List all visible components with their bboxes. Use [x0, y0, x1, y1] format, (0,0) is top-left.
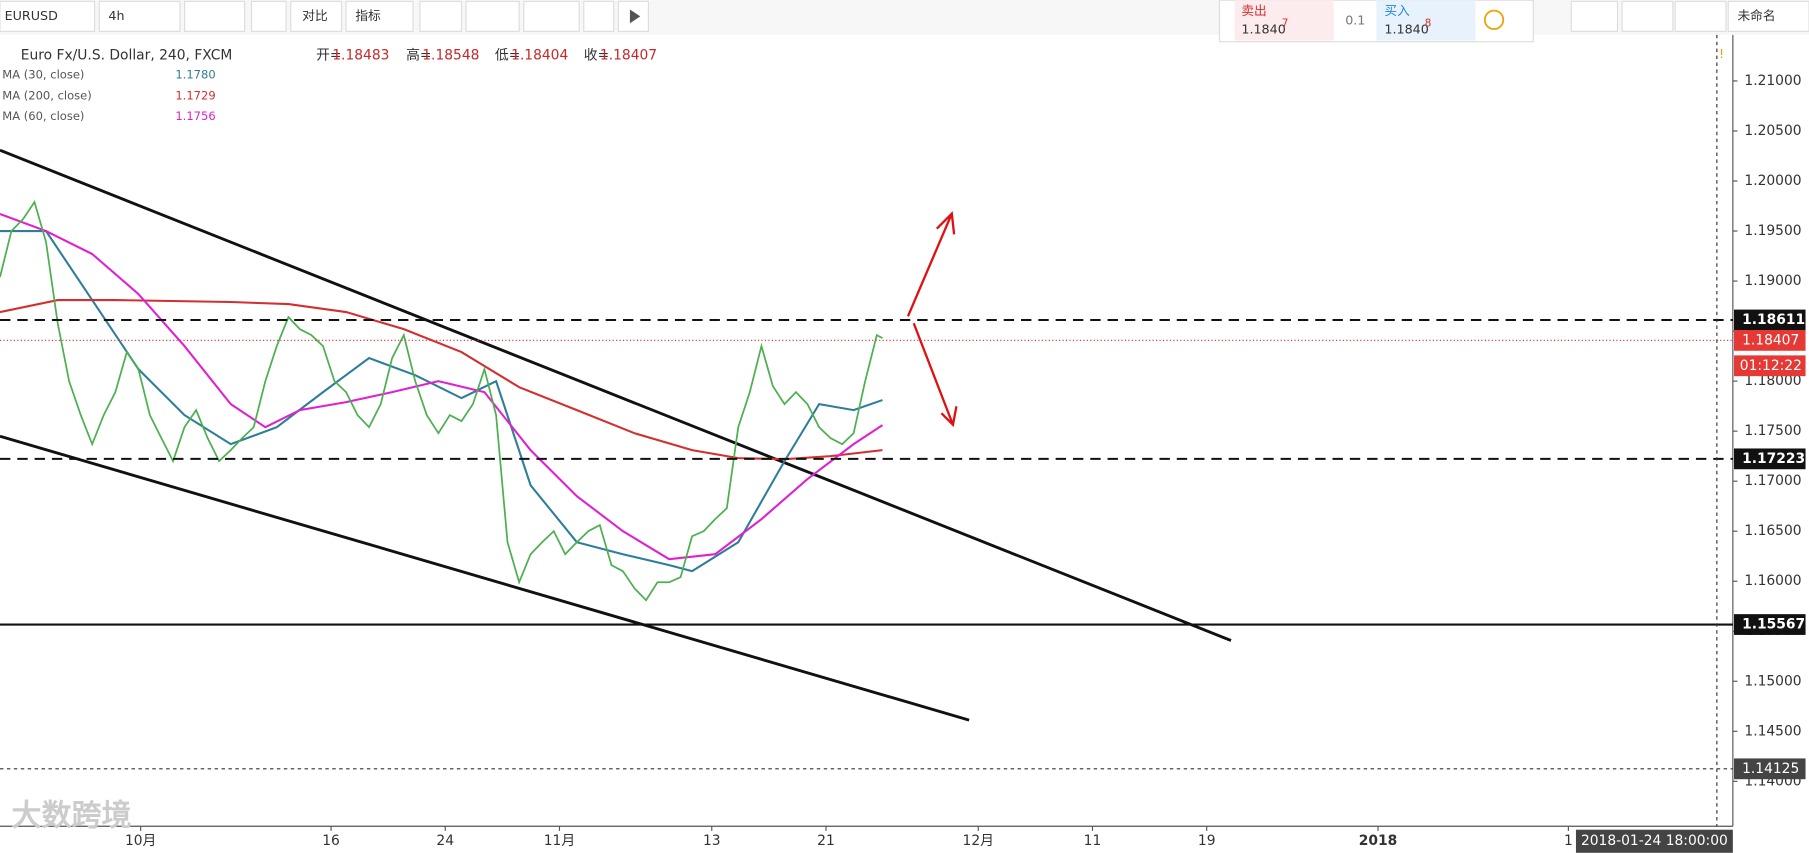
crosshair-price: 1.14125: [1742, 761, 1799, 777]
y-tick-label: 1.19500: [1744, 223, 1801, 239]
alert-button[interactable]: [419, 0, 463, 32]
buy-pip: 8: [1425, 17, 1432, 29]
spread: 0.1: [1345, 12, 1365, 27]
current-price-box: [1734, 330, 1806, 351]
trend-line: [0, 434, 970, 722]
trend-line: [0, 148, 1232, 642]
y-tick-label: 1.21000: [1744, 73, 1801, 89]
buy-label: 买入: [1384, 3, 1410, 18]
interval: 4h: [108, 8, 124, 23]
play-icon: [629, 9, 641, 24]
symbol: EURUSD: [5, 8, 58, 23]
y-tick-label: 1.17000: [1744, 473, 1801, 489]
level-label-box: [1734, 448, 1806, 470]
ohlc-label: 高=: [406, 47, 431, 64]
legend-name: MA (200, close): [2, 88, 91, 102]
indicators: 指标: [355, 8, 381, 23]
compare-button[interactable]: [290, 0, 343, 32]
layout-name: 未命名: [1737, 8, 1775, 23]
crosshair-time-box: [1575, 829, 1733, 853]
countdown-box: [1734, 355, 1806, 377]
idea-button[interactable]: [465, 0, 520, 32]
level-label: 1.17223: [1742, 451, 1805, 467]
x-tick-label: 13: [703, 833, 721, 849]
crosshair-time: 2018-01-24 18:00:00: [1581, 833, 1728, 849]
arrow-down: [912, 322, 955, 426]
legend-name: MA (30, close): [2, 68, 84, 82]
load-button[interactable]: [1621, 0, 1674, 32]
ohlc-value: 1.18548: [422, 48, 479, 64]
indicators-button[interactable]: [345, 0, 414, 32]
sell-price: 1.1840: [1241, 22, 1285, 37]
legend-value: 1.1729: [175, 88, 215, 102]
x-tick-label: 19: [1198, 833, 1216, 849]
y-tick-label: 1.14500: [1744, 723, 1801, 739]
ohlc-label: 开=: [316, 48, 341, 64]
compare: 对比: [302, 8, 327, 23]
level-label: 1.15567: [1742, 617, 1805, 633]
countdown: 01:12:22: [1740, 358, 1802, 374]
moving-average: [0, 230, 883, 573]
chart-title: Euro Fx/U.S. Dollar, 240, FXCM: [21, 48, 233, 64]
x-tick-label: 24: [436, 833, 454, 849]
fullscreen-button[interactable]: [583, 0, 615, 32]
x-tick-label: 11: [1084, 833, 1102, 849]
warning-icon: !: [1719, 46, 1724, 61]
arrow-head: [940, 406, 958, 428]
legend-name: MA (60, close): [2, 109, 84, 123]
interval-button[interactable]: [98, 0, 181, 32]
ohlc-value: 1.18483: [332, 48, 389, 64]
ohlc-value: 1.18407: [600, 48, 657, 64]
chart-style-button[interactable]: [184, 0, 246, 32]
x-tick-label: 1: [1564, 833, 1573, 849]
sell-pip: 7: [1282, 17, 1289, 29]
legend-value: 1.1780: [175, 68, 215, 82]
y-tick-label: 1.15000: [1744, 673, 1801, 689]
y-tick-label: 1.20000: [1744, 173, 1801, 189]
x-tick-label: 2018: [1359, 833, 1398, 849]
settings-button[interactable]: [250, 0, 287, 32]
x-tick-label: 10月: [125, 833, 156, 849]
buy-button[interactable]: [1376, 0, 1476, 41]
y-tick-label: 1.16000: [1744, 573, 1801, 589]
x-tick-label: 16: [322, 833, 340, 849]
sell-label: 卖出: [1241, 3, 1266, 18]
arrow-up: [906, 213, 953, 317]
y-tick-label: 1.16500: [1744, 523, 1801, 539]
moving-average: [0, 299, 883, 461]
y-tick-label: 1.18000: [1744, 373, 1801, 389]
y-tick-label: 1.20500: [1744, 123, 1801, 139]
level-label: 1.18611: [1742, 312, 1805, 328]
symbol-button[interactable]: [0, 0, 96, 32]
watermark: 大数跨境: [12, 799, 132, 834]
arrow-head: [935, 211, 956, 235]
forecast-arrows: [906, 211, 958, 428]
price-line: [0, 199, 883, 602]
buy-price: 1.1840: [1384, 22, 1428, 37]
level-label-box: [1734, 614, 1806, 635]
x-tick-label: 12月: [963, 833, 994, 849]
layout-name-button[interactable]: [1727, 0, 1809, 32]
ohlc-value: 1.18404: [511, 48, 568, 64]
current-price-label: 1.18407: [1742, 332, 1799, 348]
save-button[interactable]: [1674, 0, 1727, 32]
moving-average: [0, 213, 884, 561]
info-icon[interactable]: [1483, 9, 1505, 30]
legend-value: 1.1756: [175, 109, 215, 123]
undo-redo[interactable]: [523, 0, 580, 32]
x-tick-label: 11月: [544, 833, 575, 849]
ohlc-label: 收=: [584, 48, 609, 64]
y-tick-label: 1.17500: [1744, 423, 1801, 439]
layout-button[interactable]: [1570, 0, 1619, 32]
crosshair-price-box: [1734, 758, 1806, 780]
y-tick-label: 1.19000: [1744, 273, 1801, 289]
x-tick-label: 21: [817, 833, 835, 849]
sell-button[interactable]: [1234, 0, 1334, 41]
ohlc-label: 低=: [495, 48, 520, 64]
level-label-box: [1734, 309, 1806, 331]
